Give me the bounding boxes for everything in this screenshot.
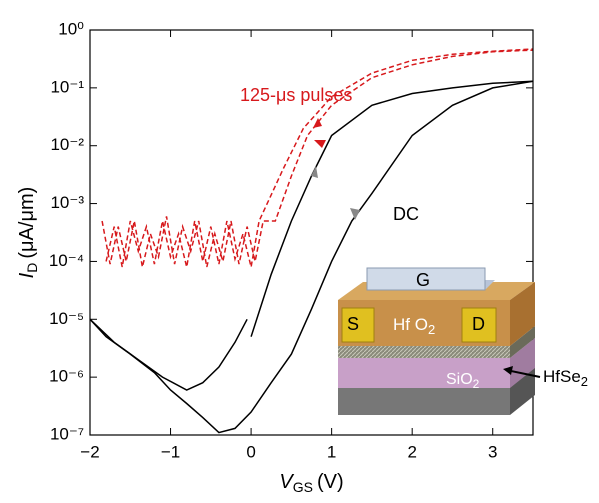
y-tick-label: 10⁻⁷ [50, 424, 84, 443]
data-line [102, 50, 533, 267]
arrowhead [350, 208, 360, 220]
y-tick-label: 10⁻⁴ [49, 251, 84, 270]
y-tick-label: 10⁻⁶ [49, 367, 84, 386]
annotation: 125-μs pulses [240, 85, 352, 105]
x-tick-label: 3 [488, 442, 497, 461]
source-label: S [347, 314, 359, 334]
hfse2-layer [338, 346, 510, 358]
x-axis-label-part: GS [293, 479, 313, 495]
y-tick-label: 10⁻⁵ [49, 309, 84, 328]
y-axis-label: ID(μA/μm) [16, 187, 39, 279]
arrowhead [311, 166, 318, 178]
x-tick-label: 0 [246, 442, 255, 461]
drain-label: D [472, 314, 485, 334]
hfo2-label-part: 2 [428, 322, 435, 337]
sio2-label-part: 2 [473, 377, 480, 391]
annotation: DC [393, 204, 419, 224]
y-tick-label: 10⁻³ [50, 193, 84, 212]
x-tick-label: −2 [80, 442, 99, 461]
y-axis-label-part: D [24, 263, 40, 273]
hfo2-label-part: Hf O [393, 315, 428, 334]
y-tick-label: 10⁻¹ [50, 77, 84, 96]
y-tick-label: 10⁻² [50, 135, 84, 154]
x-axis-label-part: (V) [317, 471, 344, 493]
x-tick-label: 2 [407, 442, 416, 461]
x-tick-label: −1 [161, 442, 180, 461]
hfse2-label-part: HfSe [543, 367, 581, 386]
substrate [338, 385, 510, 415]
y-axis-label-part: (μA/μm) [16, 187, 38, 259]
hfse2-label-part: 2 [581, 374, 588, 389]
gate-label: G [416, 270, 430, 290]
sio2-layer [338, 358, 510, 388]
data-line [90, 319, 247, 390]
sio2-label-part: SiO [446, 371, 473, 388]
chart: 10⁻⁷10⁻⁶10⁻⁵10⁻⁴10⁻³10⁻²10⁻¹10⁰−2−10123 … [0, 0, 599, 498]
hfse2-label: HfSe2 [543, 367, 588, 389]
x-tick-label: 1 [327, 442, 336, 461]
y-tick-label: 10⁰ [58, 19, 84, 38]
x-axis-label: VGS(V) [279, 471, 343, 494]
arrowhead [314, 140, 326, 148]
